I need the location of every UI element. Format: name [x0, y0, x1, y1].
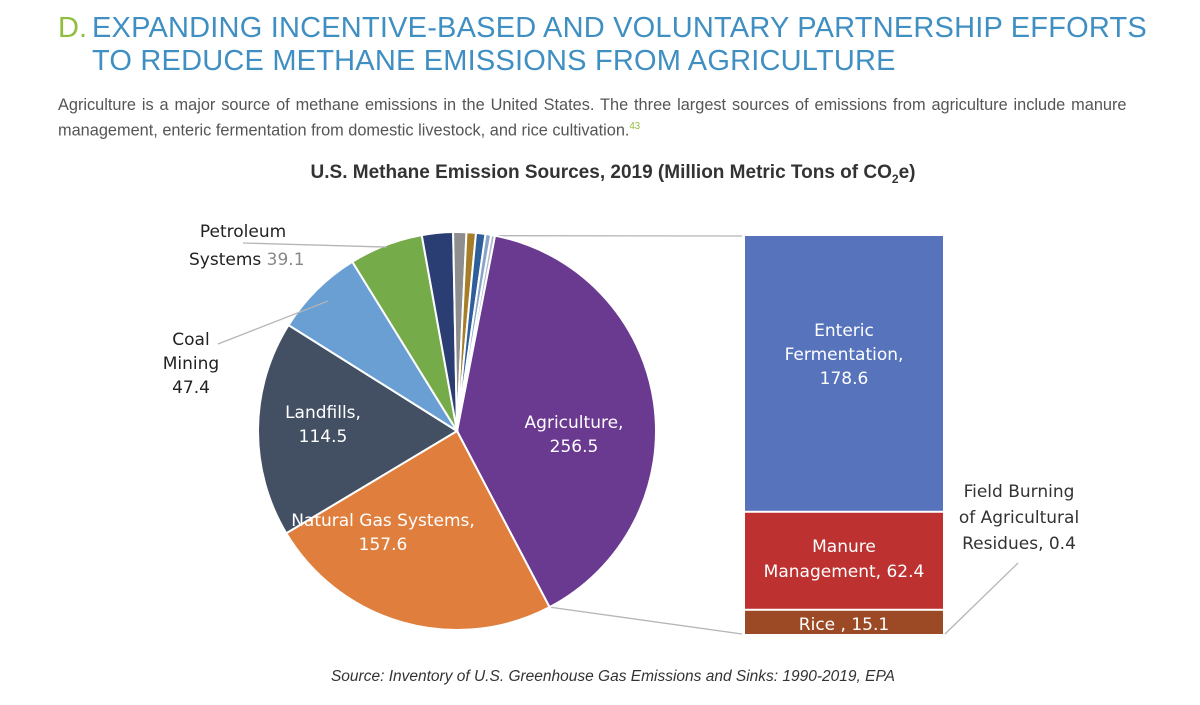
intro-paragraph: Agriculture is a major source of methane… — [58, 94, 1126, 142]
bar-label-rice: Rice , 15.1 — [799, 615, 889, 635]
chart-title: U.S. Methane Emission Sources, 2019 (Mil… — [0, 162, 1200, 186]
leader-line-field-burning — [944, 562, 1019, 635]
pie-label-natural-gas-systems: Natural Gas Systems, 157.6 — [291, 511, 475, 555]
chart-title-subscript: 2 — [891, 171, 899, 186]
section-heading: D. EXPANDING INCENTIVE-BASED AND VOLUNTA… — [58, 12, 1178, 78]
pie-label-coal-mining: Coal Mining 47.4 — [163, 330, 219, 398]
source-citation: Source: Inventory of U.S. Greenhouse Gas… — [330, 668, 896, 685]
pie-slice-agriculture — [455, 234, 657, 609]
footnote-marker: 43 — [629, 121, 641, 132]
connector-line-bottom — [549, 606, 743, 635]
bar-label-enteric-fermentation: Enteric Fermentation, 178.6 — [785, 321, 904, 389]
section-title: EXPANDING INCENTIVE-BASED AND VOLUNTARY … — [92, 12, 1147, 77]
pie-slice-other-6 — [456, 233, 497, 432]
bar-segment-rice — [745, 610, 943, 634]
bar-segment-enteric-fermentation — [745, 236, 943, 511]
pie-label-petroleum-systems-line2: Systems 39.1 — [189, 250, 305, 270]
section-letter: D. — [58, 12, 87, 44]
bar-label-manure-management: Manure Management, 62.4 — [764, 537, 925, 582]
chart-title-prefix: U.S. Methane Emission Sources, 2019 (Mil… — [310, 162, 892, 183]
intro-text: Agriculture is a major source of methane… — [58, 95, 1127, 140]
leader-line-petroleum-systems — [242, 242, 387, 248]
bar-label-field-burning: Field Burning of Agricultural Residues, 0.… — [959, 482, 1079, 554]
pie-slice-landfills — [257, 323, 459, 535]
pie-label-landfills: Landfills, 114.5 — [285, 403, 361, 447]
pie-slice-natural-gas-systems — [284, 429, 551, 631]
pie-label-petroleum-systems-line1: Petroleum — [200, 222, 286, 242]
pie-label-agriculture: Agriculture, 256.5 — [525, 413, 624, 457]
bar-segment-manure-management — [745, 512, 943, 609]
chart-title-suffix: e) — [898, 162, 916, 183]
leader-line-coal-mining — [217, 300, 329, 345]
